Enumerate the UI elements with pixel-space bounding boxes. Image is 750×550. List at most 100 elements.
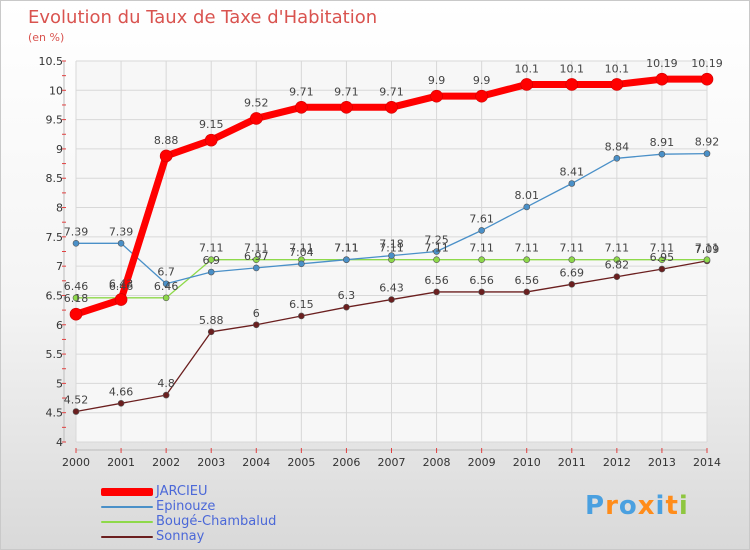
- data-label: 6.56: [469, 274, 494, 287]
- data-label: 9.71: [379, 85, 404, 98]
- y-tick-label: 10: [49, 84, 63, 97]
- data-point: [478, 288, 485, 296]
- data-point: [523, 203, 531, 211]
- data-label: 4.8: [157, 377, 175, 390]
- data-point: [703, 150, 711, 157]
- data-point: [207, 256, 215, 264]
- data-point: [162, 294, 170, 302]
- data-point: [658, 265, 666, 273]
- x-tick-label: 2004: [242, 456, 270, 469]
- data-point: [298, 260, 305, 268]
- data-point: [252, 256, 260, 264]
- y-tick-label: 6: [56, 319, 63, 332]
- data-label: 8.01: [514, 189, 539, 202]
- data-point: [433, 248, 440, 255]
- data-label: 9.15: [199, 118, 224, 131]
- data-label: 9.9: [473, 74, 491, 87]
- data-point: [117, 400, 125, 407]
- data-point: [159, 149, 173, 163]
- data-point: [388, 296, 395, 303]
- data-point: [207, 268, 215, 276]
- data-label: 7.11: [469, 242, 494, 255]
- y-tick-label: 9: [56, 143, 63, 156]
- data-label: 6.3: [338, 289, 356, 302]
- data-point: [520, 78, 534, 91]
- data-label: 7.39: [64, 225, 89, 238]
- data-label: 6.97: [244, 250, 269, 263]
- data-label: 7.11: [244, 242, 269, 255]
- legend-item: Bougé-Chambalud: [101, 514, 276, 529]
- data-point: [655, 72, 669, 86]
- data-point: [478, 256, 485, 264]
- y-tick-label: 8: [56, 202, 63, 215]
- data-label: 6.15: [289, 298, 314, 311]
- data-label: 8.88: [154, 134, 179, 147]
- legend-label: JARCIEU: [156, 484, 208, 499]
- x-tick-label: 2009: [468, 456, 496, 469]
- data-point: [72, 239, 80, 247]
- data-point: [475, 89, 488, 103]
- data-label: 7.11: [695, 242, 720, 255]
- data-point: [252, 264, 260, 272]
- x-tick-label: 2012: [603, 456, 631, 469]
- x-tick-label: 2013: [648, 456, 676, 469]
- logo-letter: t: [665, 491, 679, 521]
- logo-letter: P: [585, 491, 606, 521]
- legend-swatch: [101, 520, 153, 523]
- data-label: 10.1: [514, 62, 539, 75]
- x-tick-label: 2003: [197, 456, 225, 469]
- data-point: [568, 281, 576, 288]
- data-label: 7.18: [379, 238, 404, 251]
- x-tick-label: 2006: [332, 456, 360, 469]
- data-point: [114, 293, 128, 306]
- data-label: 6.9: [202, 254, 220, 267]
- x-tick-label: 2007: [378, 456, 406, 469]
- data-label: 8.92: [695, 136, 720, 149]
- data-point: [523, 256, 531, 264]
- data-label: 7.11: [514, 242, 539, 255]
- data-label: 7.11: [605, 242, 630, 255]
- x-tick-label: 2002: [152, 456, 180, 469]
- data-point: [252, 321, 260, 329]
- data-label: 6.46: [154, 280, 179, 293]
- y-tick-label: 9.5: [46, 114, 64, 127]
- data-point: [613, 256, 621, 264]
- y-tick-label: 5: [56, 377, 63, 390]
- data-point: [658, 256, 666, 264]
- data-label: 6.18: [64, 292, 89, 305]
- data-point: [433, 256, 440, 264]
- y-tick-label: 5.5: [46, 348, 64, 361]
- legend-swatch: [101, 535, 153, 538]
- legend-label: Bougé-Chambalud: [156, 514, 277, 529]
- proxiti-logo: Proxiti: [585, 491, 689, 521]
- y-tick-label: 7.5: [46, 231, 64, 244]
- data-label: 6.46: [64, 280, 89, 293]
- data-label: 9.9: [428, 74, 446, 87]
- data-label: 5.88: [199, 314, 224, 327]
- data-point: [295, 101, 308, 114]
- data-label: 7.04: [289, 246, 314, 259]
- data-label: 8.84: [605, 140, 630, 153]
- data-label: 6.69: [560, 266, 585, 279]
- data-label: 7.11: [334, 242, 359, 255]
- data-label: 7.11: [334, 242, 359, 255]
- data-label: 9.52: [244, 96, 269, 109]
- x-tick-label: 2008: [423, 456, 451, 469]
- data-label: 9.71: [334, 85, 359, 98]
- logo-letter: r: [605, 491, 619, 521]
- data-label: 6: [253, 307, 260, 320]
- data-label: 7.11: [199, 242, 224, 255]
- x-tick-label: 2000: [62, 456, 90, 469]
- x-tick-label: 2001: [107, 456, 135, 469]
- chart-title: Evolution du Taux de Taxe d'Habitation: [28, 7, 378, 28]
- y-tick-label: 7: [56, 260, 63, 273]
- data-label: 6.56: [514, 274, 539, 287]
- data-label: 7.25: [424, 234, 449, 247]
- data-point: [69, 307, 83, 321]
- data-label: 7.11: [379, 242, 404, 255]
- data-point: [204, 133, 218, 147]
- data-label: 8.41: [560, 166, 585, 179]
- data-label: 6.46: [109, 280, 134, 293]
- data-label: 6.7: [157, 266, 175, 279]
- legend-swatch: [101, 487, 153, 496]
